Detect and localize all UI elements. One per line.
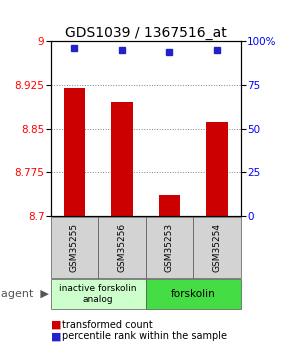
Bar — [111, 102, 133, 216]
Text: forskolin: forskolin — [171, 289, 215, 299]
Title: GDS1039 / 1367516_at: GDS1039 / 1367516_at — [65, 26, 226, 40]
Text: transformed count: transformed count — [62, 320, 153, 330]
Text: ■: ■ — [51, 320, 61, 330]
Text: ■: ■ — [51, 332, 61, 341]
Text: GSM35256: GSM35256 — [117, 223, 126, 272]
Text: GSM35254: GSM35254 — [213, 223, 222, 272]
Text: inactive forskolin
analog: inactive forskolin analog — [59, 284, 137, 304]
Text: GSM35255: GSM35255 — [70, 223, 79, 272]
Bar — [206, 121, 228, 216]
Bar — [64, 88, 85, 216]
Text: percentile rank within the sample: percentile rank within the sample — [62, 332, 227, 341]
Text: agent  ▶: agent ▶ — [1, 289, 49, 299]
Bar — [159, 195, 180, 216]
Text: GSM35253: GSM35253 — [165, 223, 174, 272]
